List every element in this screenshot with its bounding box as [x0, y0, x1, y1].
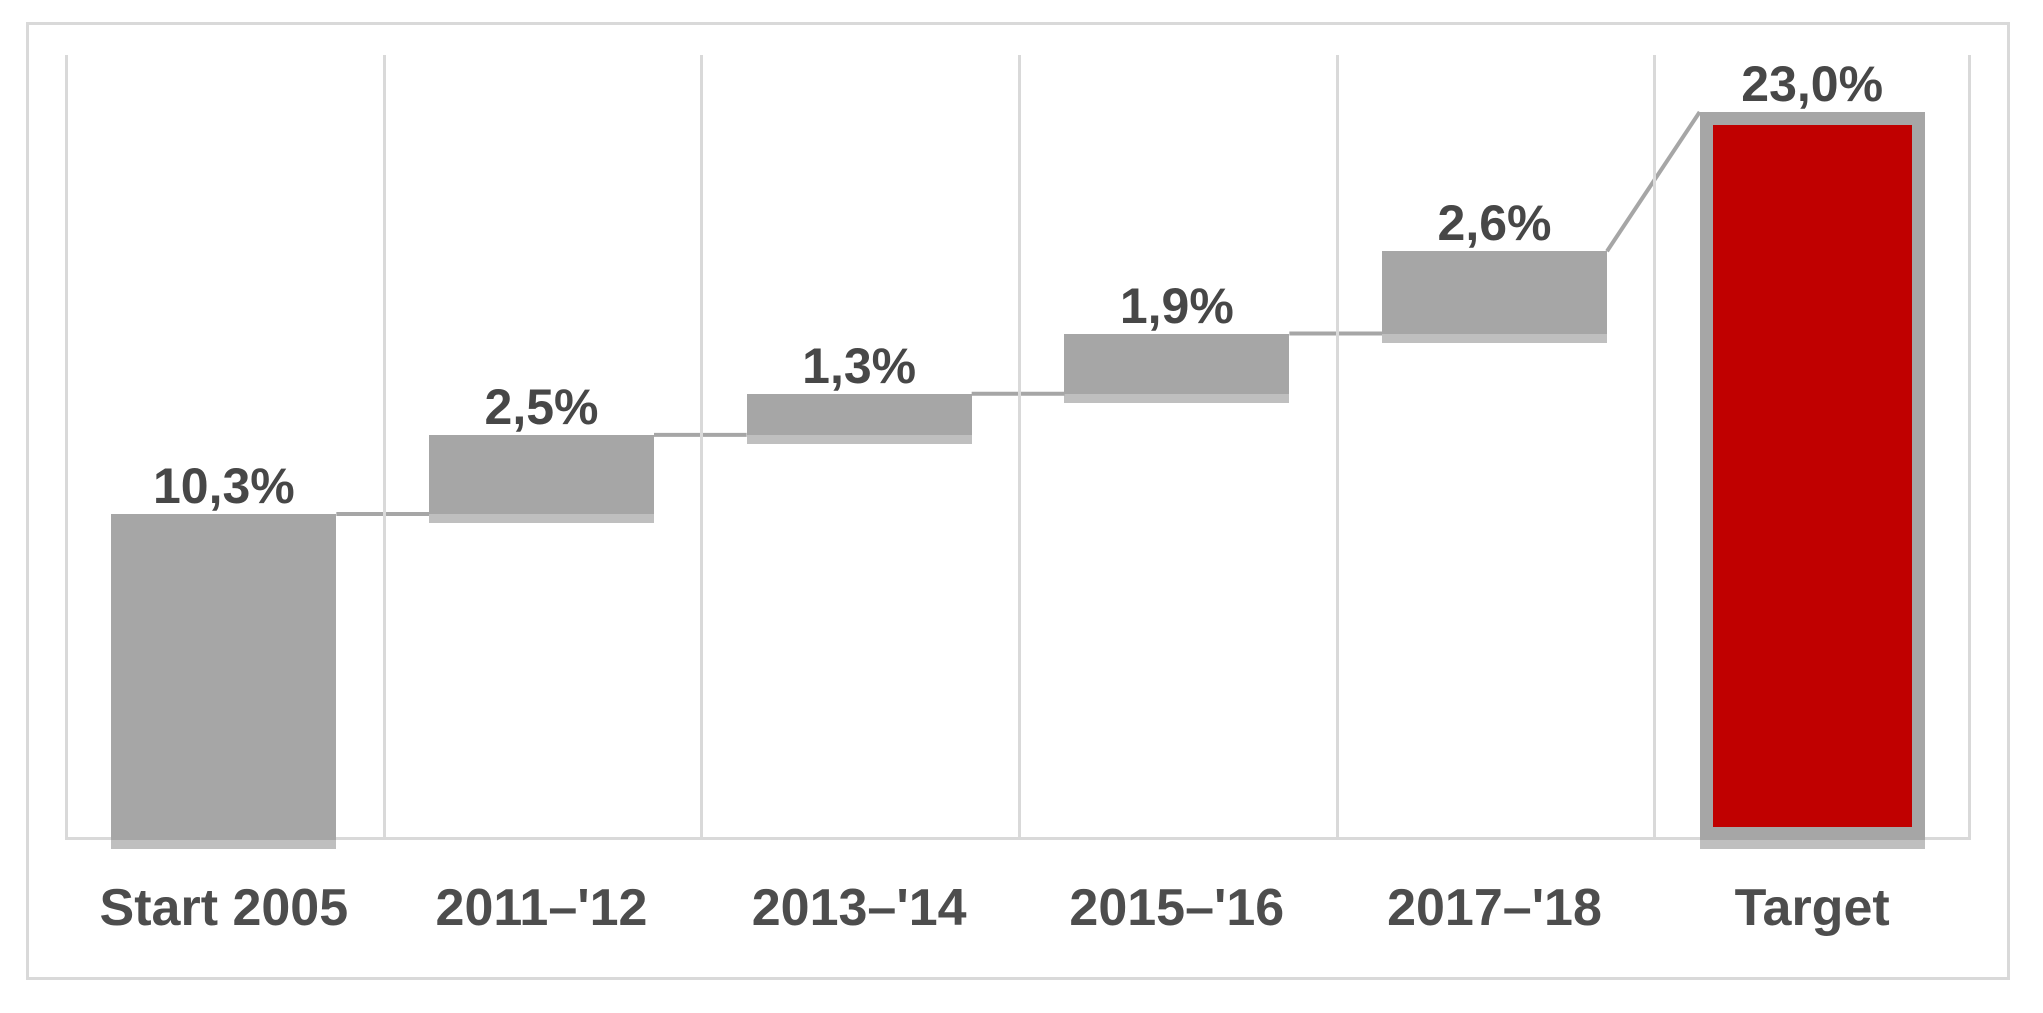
x-axis-baseline — [65, 837, 1971, 840]
value-label: 1,3% — [802, 337, 917, 394]
value-label: 1,9% — [1119, 277, 1234, 334]
axis-label-target: Target — [1734, 879, 1890, 937]
bar-2015-16 — [1064, 333, 1290, 394]
axis-label-2015-16: 2015–'16 — [1069, 879, 1285, 937]
axis-label-2017-18: 2017–'18 — [1387, 879, 1602, 937]
bar-target — [1699, 111, 1925, 840]
bar-2017-18 — [1382, 251, 1607, 334]
category-gridline — [1653, 55, 1657, 840]
value-label: 2,5% — [484, 378, 599, 435]
axis-label-start-2005: Start 2005 — [99, 879, 349, 937]
x-axis-labels: Start 2005 2011–'12 2013–'14 2015–'16 2017–'… — [65, 840, 1971, 977]
category-gridline — [65, 55, 68, 840]
bar-start-2005 — [111, 513, 337, 840]
category-gridline — [1018, 55, 1021, 840]
category-gridline — [1968, 55, 1971, 840]
category-gridline — [382, 55, 386, 840]
bar-2011-12 — [429, 434, 654, 514]
axis-label-2011-12: 2011–'12 — [435, 879, 648, 937]
category-gridline — [700, 55, 704, 840]
value-label: 23,0% — [1741, 55, 1884, 112]
value-label: 10,3% — [152, 457, 295, 514]
chart-frame: 10,3% 2,5% 1,3% 1,9% 2,6% 23,0% Start 2005 201… — [26, 22, 2010, 980]
category-gridline — [1335, 55, 1339, 840]
plot-area: 10,3% 2,5% 1,3% 1,9% 2,6% 23,0% — [65, 55, 1971, 840]
bar-2013-14 — [746, 393, 972, 435]
axis-label-2013-14: 2013–'14 — [751, 879, 967, 937]
value-label: 2,6% — [1437, 195, 1552, 252]
